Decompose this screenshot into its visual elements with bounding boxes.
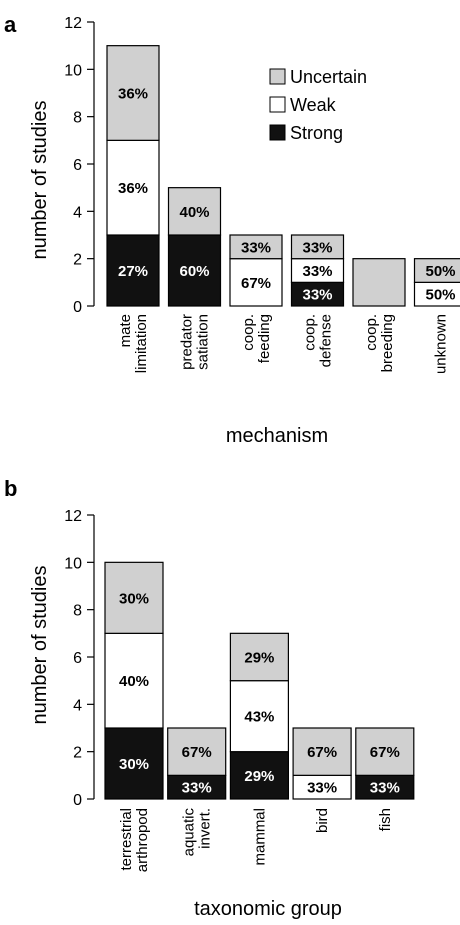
x-tick-label: limitation <box>133 314 150 373</box>
panel-a-ylabel: number of studies <box>29 101 51 260</box>
data-label: 33% <box>307 780 337 797</box>
x-tick-label: coop. <box>363 314 380 351</box>
x-tick-label: fish <box>377 808 394 831</box>
y-tick-label: 4 <box>73 697 82 714</box>
data-label: 33% <box>302 263 332 280</box>
data-label: 36% <box>118 86 148 103</box>
panel-b-letter: b <box>4 476 17 501</box>
x-tick-label: mate <box>117 314 134 347</box>
panel-b-xlabel: taxonomic group <box>194 898 342 920</box>
data-label: 33% <box>241 239 271 256</box>
x-tick-label: feeding <box>256 314 273 363</box>
y-tick-label: 8 <box>73 110 82 127</box>
y-tick-label: 10 <box>64 62 82 79</box>
x-tick-label: invert. <box>197 808 214 849</box>
bar-segment-weak <box>229 680 289 753</box>
panel-a-letter: a <box>4 12 17 37</box>
y-tick-label: 12 <box>64 15 82 32</box>
legend-label-uncertain: Uncertain <box>290 67 367 87</box>
x-tick-label: coop. <box>240 314 257 351</box>
legend-swatch-weak <box>269 96 286 113</box>
x-tick-label: unknown <box>433 314 450 374</box>
data-label: 30% <box>119 756 149 773</box>
x-tick-label: satiation <box>195 314 212 370</box>
bar-segment-uncertain <box>413 258 460 283</box>
data-label: 67% <box>241 275 271 292</box>
legend-swatch-uncertain <box>269 68 286 85</box>
panel-a-legend: Uncertain Weak Strong <box>269 67 367 143</box>
data-label: 27% <box>118 263 148 280</box>
bar-segment-uncertain <box>106 45 160 141</box>
bar-segment-uncertain <box>290 234 345 260</box>
x-tick-label: arthropod <box>134 808 151 872</box>
y-tick-label: 12 <box>64 508 82 525</box>
y-tick-label: 8 <box>73 603 82 620</box>
y-tick-label: 10 <box>64 555 82 572</box>
x-tick-label: aquatic <box>181 808 198 857</box>
legend-label-weak: Weak <box>290 95 337 115</box>
x-tick-label: breeding <box>379 314 396 372</box>
y-tick-label: 2 <box>73 745 82 762</box>
bar-segment-strong <box>106 234 160 307</box>
data-label: 33% <box>302 239 332 256</box>
data-label: 40% <box>119 673 149 690</box>
y-tick-label: 0 <box>73 792 82 809</box>
y-tick-label: 0 <box>73 299 82 316</box>
bar-segment-uncertain <box>229 632 289 682</box>
y-tick-label: 4 <box>73 204 82 221</box>
panel-b-ylabel: number of studies <box>29 566 51 725</box>
data-label: 40% <box>179 204 209 221</box>
bar-segment-uncertain <box>355 727 415 776</box>
data-label: 33% <box>182 780 212 797</box>
panel-b: b number of studies taxonomic group 0 2 4 6… <box>4 476 415 920</box>
data-label: 50% <box>425 263 455 280</box>
bar-segment-weak <box>106 139 160 236</box>
y-tick-label: 6 <box>73 157 82 174</box>
bar-segment-uncertain <box>292 727 352 776</box>
data-label: 36% <box>118 180 148 197</box>
bar-segment-uncertain <box>229 234 283 260</box>
bar-segment-uncertain <box>352 258 406 307</box>
y-tick-label: 6 <box>73 650 82 667</box>
data-label: 29% <box>244 768 274 785</box>
y-tick-label: 2 <box>73 252 82 269</box>
x-tick-label: defense <box>318 314 335 367</box>
data-label: 67% <box>370 744 400 761</box>
x-tick-label: coop. <box>302 314 319 351</box>
panel-a: a number of studies mechanism Uncertain … <box>4 12 460 447</box>
bar-segment-weak <box>104 632 164 729</box>
bar-segment-uncertain <box>167 727 227 776</box>
bar-segment-uncertain <box>167 187 222 236</box>
data-label: 30% <box>119 590 149 607</box>
data-label: 33% <box>302 287 332 304</box>
bar-segment-uncertain <box>104 561 164 634</box>
bar-segment-strong <box>104 727 164 800</box>
panel-a-xlabel: mechanism <box>226 425 328 447</box>
x-tick-label: mammal <box>251 808 268 866</box>
x-tick-label: bird <box>314 808 331 833</box>
data-label: 60% <box>179 263 209 280</box>
data-label: 29% <box>244 650 274 667</box>
data-label: 33% <box>370 780 400 797</box>
legend-label-strong: Strong <box>290 123 343 143</box>
legend-swatch-strong <box>269 124 286 141</box>
x-tick-label: terrestrial <box>118 808 135 871</box>
data-label: 67% <box>307 744 337 761</box>
data-label: 43% <box>244 709 274 726</box>
x-tick-label: predator <box>179 314 196 370</box>
data-label: 50% <box>425 287 455 304</box>
data-label: 67% <box>182 744 212 761</box>
